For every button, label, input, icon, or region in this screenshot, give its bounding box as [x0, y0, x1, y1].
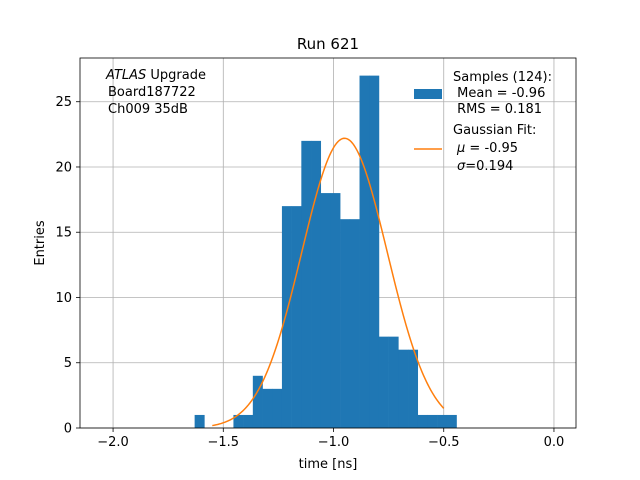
- annotation-board: Board187722: [108, 85, 196, 100]
- x-tick-label: 0.0: [544, 435, 565, 450]
- x-tick-label: −1.5: [207, 435, 239, 450]
- x-tick-label: −2.0: [97, 435, 129, 450]
- legend-hist-swatch: [414, 89, 442, 99]
- atlas-annotation: ATLAS Upgrade Board187722 Ch009 35dB: [105, 68, 206, 117]
- legend-sigma-value: =0.194: [465, 159, 513, 174]
- legend-fit-line-1: Gaussian Fit:: [453, 123, 536, 138]
- histogram-bar: [262, 388, 273, 428]
- annotation-atlas: ATLAS: [105, 68, 146, 83]
- gaussian-fit-curve: [212, 137, 445, 427]
- histogram-bar: [291, 206, 302, 428]
- histogram-bar: [359, 75, 370, 428]
- histogram-bar: [349, 219, 360, 428]
- histogram-bar: [320, 193, 331, 428]
- histogram-bar: [340, 219, 351, 428]
- histogram-bar: [369, 75, 380, 428]
- y-tick-label: 15: [55, 226, 72, 241]
- plot-frame: [79, 57, 577, 429]
- x-tick-label: −1.0: [318, 435, 350, 450]
- histogram-bar: [194, 414, 205, 428]
- y-axis-label: Entries: [33, 220, 48, 266]
- y-tick-label: 20: [55, 160, 72, 175]
- histogram-bar: [417, 414, 428, 428]
- axis-ticks: −2.0 −1.5 −1.0 −0.5 0.0 0 5 10 15 20 25: [55, 95, 564, 450]
- histogram-bar: [378, 336, 389, 428]
- histogram-bar: [388, 336, 399, 428]
- histogram-bar: [252, 375, 263, 428]
- y-tick-label: 25: [55, 95, 72, 110]
- histogram-bar: [311, 140, 322, 428]
- legend-hist-line-3: RMS = 0.181: [453, 102, 542, 117]
- legend-fit-mu: μ = -0.95: [456, 141, 518, 156]
- annotation-channel: Ch009 35dB: [108, 102, 188, 117]
- y-tick-label: 10: [55, 291, 72, 306]
- x-axis-label: time [ns]: [299, 457, 358, 472]
- legend-hist-line-2: Mean = -0.96: [453, 86, 545, 101]
- histogram-bar: [330, 193, 341, 428]
- legend-fit-sigma: σ=0.194: [457, 159, 513, 174]
- histogram-bar: [446, 414, 457, 428]
- histogram-bar: [398, 349, 409, 428]
- histogram-bar: [233, 414, 244, 428]
- y-tick-label: 5: [64, 356, 72, 371]
- histogram-bar: [301, 140, 312, 428]
- chart-title: Run 621: [297, 35, 359, 53]
- legend-sigma-symbol: σ: [457, 159, 466, 174]
- legend-mu-value: = -0.95: [465, 141, 518, 156]
- histogram-bar: [272, 388, 283, 428]
- annotation-upgrade: Upgrade: [146, 68, 206, 83]
- histogram-bar: [281, 206, 292, 428]
- histogram-bars: [194, 75, 457, 428]
- annotation-line-1: ATLAS Upgrade: [105, 68, 206, 83]
- legend: Samples (124): Mean = -0.96 RMS = 0.181 …: [414, 70, 552, 174]
- histogram-bar: [408, 349, 419, 428]
- legend-mu-symbol: μ: [456, 141, 465, 156]
- x-tick-label: −0.5: [428, 435, 460, 450]
- histogram-bar: [243, 414, 254, 428]
- histogram-bar: [427, 414, 438, 428]
- legend-hist-line-1: Samples (124):: [453, 70, 552, 85]
- histogram-bar: [437, 414, 448, 428]
- y-tick-label: 0: [64, 422, 72, 437]
